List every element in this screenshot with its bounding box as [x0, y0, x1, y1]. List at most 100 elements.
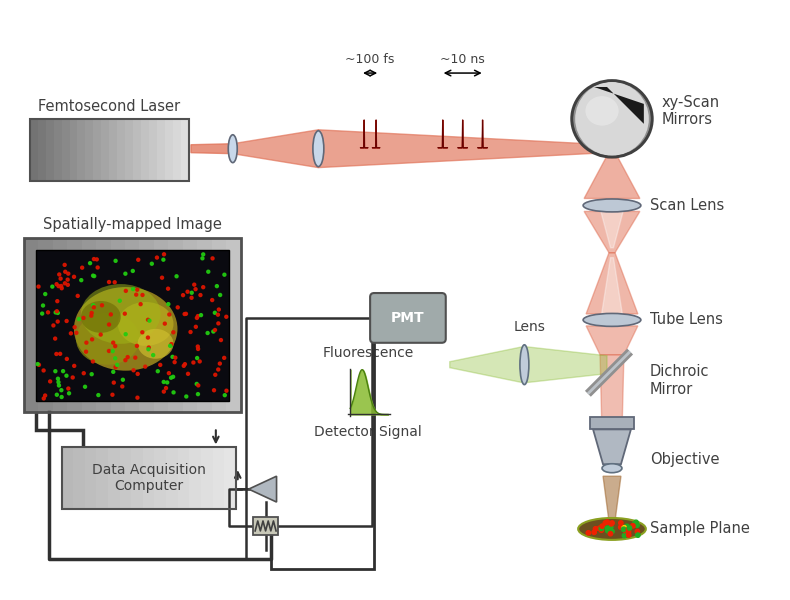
Circle shape — [216, 368, 220, 371]
Circle shape — [136, 396, 139, 399]
FancyBboxPatch shape — [24, 238, 38, 412]
Ellipse shape — [583, 199, 641, 212]
Circle shape — [56, 299, 58, 302]
Polygon shape — [600, 355, 624, 434]
Circle shape — [183, 362, 186, 365]
Circle shape — [196, 345, 199, 348]
Circle shape — [225, 315, 228, 318]
Circle shape — [189, 331, 192, 334]
Circle shape — [115, 364, 118, 367]
Polygon shape — [360, 120, 368, 148]
Polygon shape — [438, 120, 448, 148]
Circle shape — [190, 291, 194, 294]
Circle shape — [186, 290, 189, 293]
FancyBboxPatch shape — [96, 448, 108, 509]
Circle shape — [190, 296, 193, 299]
Circle shape — [90, 314, 92, 317]
Circle shape — [92, 360, 94, 363]
Text: Scan Lens: Scan Lens — [650, 198, 724, 213]
Circle shape — [626, 527, 630, 532]
Circle shape — [626, 532, 630, 536]
Circle shape — [136, 373, 139, 376]
Circle shape — [51, 285, 54, 288]
Polygon shape — [249, 476, 276, 502]
Circle shape — [172, 331, 175, 334]
Circle shape — [73, 326, 76, 329]
Polygon shape — [594, 87, 644, 124]
Circle shape — [198, 360, 201, 363]
Circle shape — [55, 283, 58, 286]
Circle shape — [37, 364, 40, 367]
Circle shape — [59, 277, 62, 280]
Circle shape — [635, 529, 640, 533]
Polygon shape — [602, 257, 623, 314]
Polygon shape — [450, 347, 522, 383]
FancyBboxPatch shape — [46, 119, 54, 181]
Circle shape — [623, 533, 626, 538]
Polygon shape — [584, 211, 640, 253]
Text: xy-Scan
Mirrors: xy-Scan Mirrors — [662, 95, 720, 127]
Circle shape — [220, 338, 223, 341]
Circle shape — [592, 530, 596, 535]
Circle shape — [192, 361, 195, 364]
FancyBboxPatch shape — [77, 119, 85, 181]
Circle shape — [163, 253, 166, 256]
Circle shape — [622, 527, 626, 532]
Circle shape — [201, 253, 205, 256]
FancyBboxPatch shape — [166, 448, 178, 509]
Polygon shape — [601, 211, 623, 248]
Circle shape — [213, 329, 216, 331]
Circle shape — [167, 287, 170, 290]
Circle shape — [82, 372, 85, 375]
Circle shape — [60, 287, 63, 290]
Circle shape — [141, 293, 144, 296]
Text: Dichroic
Mirror: Dichroic Mirror — [650, 364, 709, 397]
Circle shape — [608, 525, 613, 529]
Circle shape — [213, 311, 216, 314]
Circle shape — [54, 370, 57, 373]
Circle shape — [167, 371, 171, 374]
Circle shape — [57, 284, 60, 287]
Circle shape — [114, 344, 117, 347]
Circle shape — [218, 362, 221, 365]
FancyBboxPatch shape — [126, 119, 134, 181]
Circle shape — [123, 312, 126, 315]
Circle shape — [90, 373, 93, 376]
Circle shape — [58, 384, 61, 387]
Circle shape — [124, 272, 127, 275]
Circle shape — [225, 389, 228, 392]
Circle shape — [114, 357, 117, 360]
Circle shape — [66, 358, 69, 361]
Circle shape — [144, 365, 147, 368]
FancyBboxPatch shape — [253, 517, 278, 535]
FancyBboxPatch shape — [134, 119, 141, 181]
FancyBboxPatch shape — [140, 238, 154, 412]
Circle shape — [60, 395, 63, 398]
Circle shape — [66, 278, 70, 281]
Circle shape — [146, 336, 149, 339]
Circle shape — [65, 374, 68, 377]
Circle shape — [82, 316, 85, 319]
Circle shape — [131, 269, 134, 272]
Circle shape — [62, 370, 65, 373]
Ellipse shape — [81, 284, 160, 344]
FancyBboxPatch shape — [155, 448, 166, 509]
FancyBboxPatch shape — [85, 119, 93, 181]
Circle shape — [603, 521, 608, 525]
FancyBboxPatch shape — [198, 238, 212, 412]
Circle shape — [223, 356, 226, 359]
Circle shape — [42, 397, 45, 400]
Circle shape — [68, 392, 70, 395]
Ellipse shape — [76, 313, 140, 365]
Circle shape — [96, 266, 99, 269]
Circle shape — [636, 533, 640, 538]
Circle shape — [593, 527, 598, 531]
Circle shape — [56, 311, 59, 314]
Circle shape — [162, 380, 165, 383]
FancyBboxPatch shape — [165, 119, 173, 181]
Circle shape — [195, 382, 198, 385]
Circle shape — [91, 338, 93, 341]
Circle shape — [170, 343, 173, 346]
Circle shape — [201, 257, 204, 260]
Circle shape — [58, 273, 61, 276]
